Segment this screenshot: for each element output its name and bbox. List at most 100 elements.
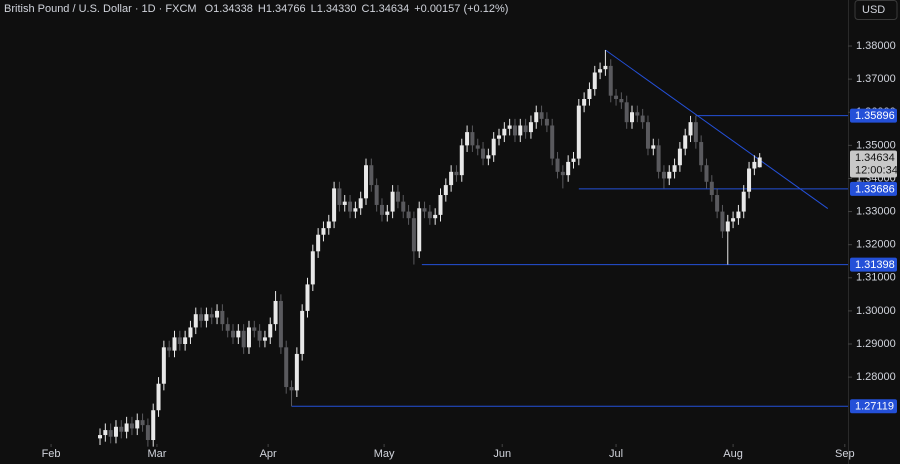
candle-body — [614, 95, 619, 99]
candle-body — [246, 327, 251, 348]
candle-body — [651, 145, 656, 149]
currency-box[interactable] — [854, 0, 898, 20]
candle-body — [395, 191, 400, 202]
y-tick-label: 1.28000 — [856, 371, 896, 383]
candle-body — [161, 347, 166, 384]
candle-body — [534, 112, 539, 123]
candle-body — [183, 337, 188, 345]
candle-body — [369, 165, 374, 186]
candle-body — [268, 324, 273, 338]
candle-body — [193, 314, 198, 328]
candle-body — [225, 324, 230, 331]
candle-body — [582, 98, 587, 106]
level-price-box — [850, 257, 897, 272]
candle-body — [103, 430, 108, 436]
candle-body — [587, 89, 592, 99]
candle-body — [645, 122, 650, 149]
candle-body — [486, 155, 491, 159]
candle-body — [411, 218, 416, 252]
x-tick-label: Apr — [260, 448, 277, 460]
candle-body — [177, 337, 182, 345]
x-tick-label: Feb — [42, 448, 61, 460]
candle-body — [683, 135, 688, 149]
candle-body — [608, 65, 613, 96]
candle-body — [502, 128, 507, 136]
symbol-title: British Pound / U.S. Dollar · 1D · FXCM — [4, 3, 197, 15]
candle-body — [231, 330, 236, 338]
candle-body — [731, 218, 736, 222]
candle-body — [273, 300, 278, 325]
level-price-label: 1.27119 — [855, 401, 894, 413]
candle-body — [119, 426, 124, 432]
candle-body — [220, 310, 225, 325]
candle-body — [108, 430, 113, 437]
candle-body — [209, 314, 214, 318]
candle-body — [167, 347, 172, 351]
candle-body — [523, 125, 528, 133]
level-price-label: 1.33686 — [855, 183, 895, 195]
candle-body — [326, 221, 331, 229]
candle-body — [693, 122, 698, 143]
candle-body — [470, 132, 475, 146]
candle-body — [704, 165, 709, 182]
candle-body — [661, 171, 666, 179]
y-tick-label: 1.35000 — [856, 139, 896, 151]
ohlc-value: H1.34766 — [258, 3, 306, 15]
candle-body — [294, 353, 299, 391]
candle-body — [560, 171, 565, 176]
change-value: +0.00157 (+0.12%) — [414, 3, 508, 15]
candle-body — [257, 330, 262, 341]
candle-body — [555, 158, 560, 172]
candle-body — [518, 125, 523, 136]
candle-body — [459, 145, 464, 176]
candle-body — [630, 112, 635, 123]
currency-label[interactable]: USD — [862, 4, 885, 16]
candle-body — [539, 112, 544, 119]
candle-body — [507, 125, 512, 129]
candle-body — [741, 191, 746, 212]
ohlc-value: C1.34634 — [362, 3, 410, 15]
candle-body — [736, 211, 741, 219]
candle-body — [635, 112, 640, 116]
candle-body — [550, 125, 555, 159]
candle-body — [438, 195, 443, 215]
level-price-box — [850, 108, 897, 123]
candle-body — [491, 138, 496, 156]
y-tick-label: 1.32000 — [856, 239, 896, 251]
current-price-box — [850, 150, 897, 178]
candle-body — [364, 165, 369, 199]
level-price-box — [850, 181, 897, 196]
candle-body — [433, 214, 438, 219]
candle-body — [624, 102, 629, 123]
candle-body — [188, 327, 193, 338]
candle-body — [747, 168, 752, 192]
candle-body — [337, 188, 342, 205]
candle-body — [140, 420, 145, 426]
candle-body — [113, 426, 118, 437]
candle-body — [151, 410, 156, 441]
candle-body — [688, 122, 693, 136]
candle-body — [374, 185, 379, 205]
level-price-box — [850, 399, 897, 414]
candle-body — [619, 98, 624, 103]
x-tick-label: Mar — [147, 448, 166, 460]
y-tick-label: 1.37000 — [856, 73, 896, 85]
candle-body — [677, 148, 682, 166]
current-price-label: 1.34634 — [855, 152, 895, 164]
candle-body — [204, 314, 209, 321]
candle-body — [316, 234, 321, 252]
candle-body — [284, 347, 289, 388]
candle-body — [98, 435, 103, 439]
candle-body — [640, 115, 645, 123]
candle-body — [443, 185, 448, 196]
candle-body — [199, 314, 204, 321]
y-tick-label: 1.33000 — [856, 205, 896, 217]
candle-body — [667, 171, 672, 179]
candle-body — [672, 165, 677, 172]
candle-body — [571, 158, 576, 162]
candle-body — [528, 122, 533, 133]
y-tick-label: 1.38000 — [856, 40, 896, 52]
